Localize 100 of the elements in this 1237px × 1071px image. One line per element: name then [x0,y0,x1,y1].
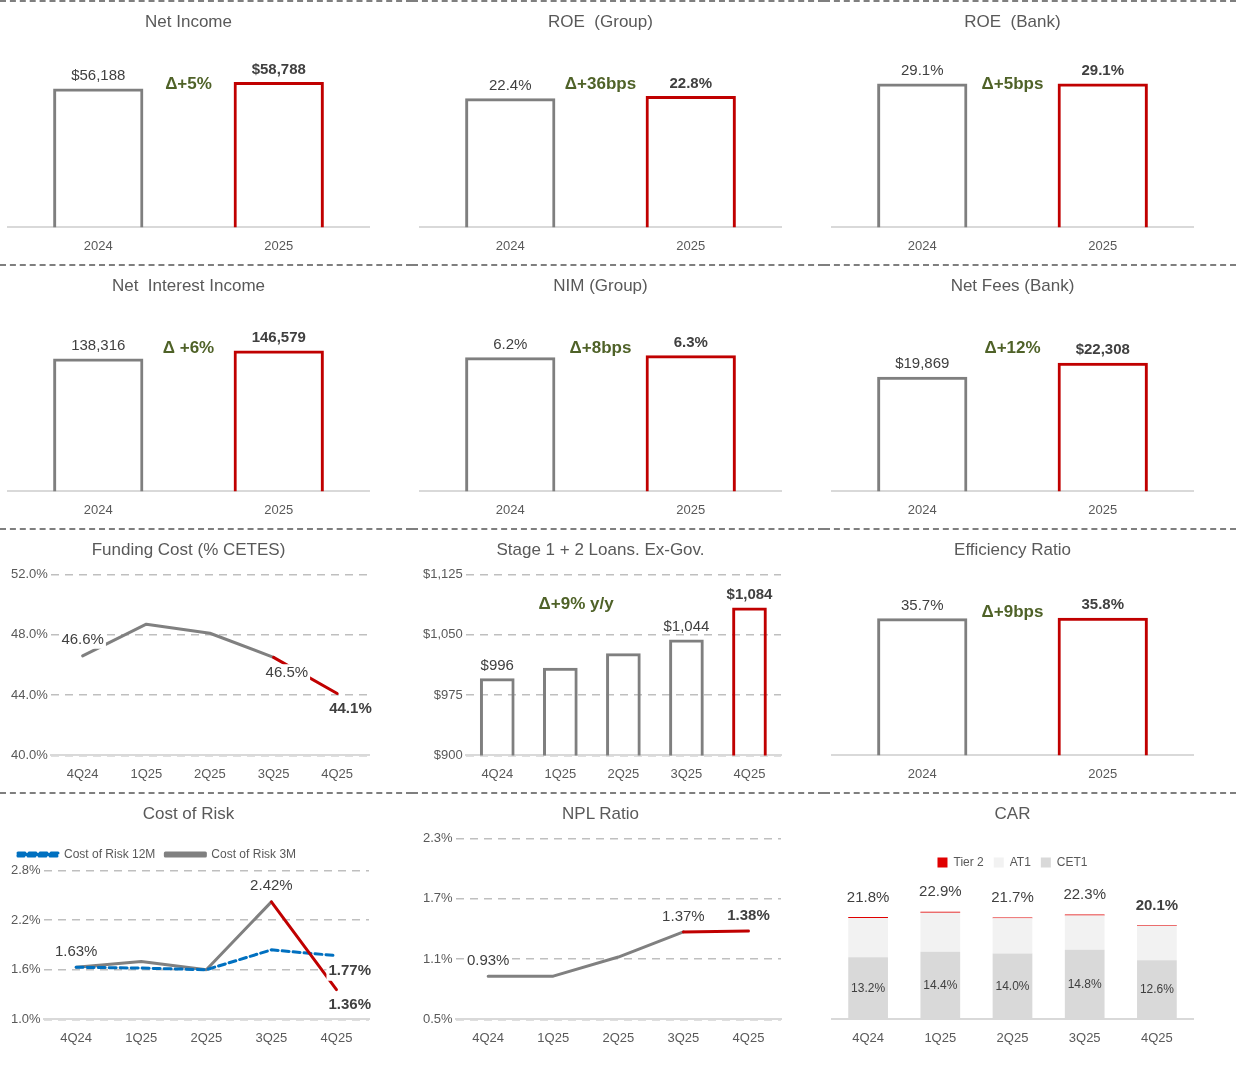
y-tick-label: $1,125 [423,565,463,581]
x-tick-label: 2024 [83,237,113,253]
data-label: 12.6% [1139,982,1175,997]
data-label: 46.5% [265,663,309,680]
x-tick-label: 2Q25 [190,1029,223,1045]
chart-title: Net Fees (Bank) [950,275,1075,295]
chart-title: NPL Ratio [562,803,639,823]
x-tick-label: 2Q25 [996,1029,1029,1045]
data-label: 29.1% [1081,61,1125,79]
legend-label: AT1 [1009,854,1032,869]
bar [848,917,888,958]
data-label: 35.7% [900,595,944,613]
legend-label: Cost of Risk 3M [211,846,297,861]
x-tick-label: 2Q25 [607,765,640,781]
x-tick-label: 1Q25 [125,1029,158,1045]
data-label: 6.3% [673,332,708,350]
x-tick-label: 2025 [676,501,706,517]
data-label: 22.4% [488,75,532,93]
y-tick-label: 40.0% [10,746,49,762]
data-label: 1.37% [662,906,705,924]
legend-label: Cost of Risk 12M [64,846,156,861]
data-label: 1.38% [727,905,770,923]
x-tick-label: 4Q24 [60,1029,93,1045]
data-label: $22,308 [1075,340,1130,358]
data-label: 22.8% [669,73,713,91]
x-tick-label: 2025 [1088,765,1118,781]
y-tick-label: 2.2% [10,911,42,927]
chart-title: NIM (Group) [553,275,648,295]
x-tick-label: 4Q25 [732,1029,765,1045]
data-label: $56,188 [71,66,126,84]
data-label: $19,869 [895,354,950,372]
y-tick-label: $975 [433,686,463,702]
x-tick-label: 4Q25 [320,1029,353,1045]
data-label: 6.2% [493,334,528,352]
x-tick-label: 1Q25 [544,765,577,781]
y-tick-label: 0.5% [422,1010,454,1026]
bar [1064,915,1105,950]
chart-title: Net Income [145,11,232,31]
x-tick-label: 3Q25 [1068,1029,1101,1045]
bar [920,912,961,952]
data-label: 146,579 [251,328,306,346]
data-label: 1.36% [328,995,371,1013]
text: Δ+12% [984,338,1041,358]
x-tick-label: 1Q25 [130,765,163,781]
x-tick-label: 3Q25 [670,765,703,781]
data-label: 138,316 [71,336,126,354]
x-tick-label: 2025 [1088,237,1118,253]
y-tick-label: 1.7% [422,890,454,906]
text: Δ+36bps [564,74,637,94]
data-label: 2.42% [250,876,293,894]
x-tick-label: 4Q24 [481,765,514,781]
data-label: 14.0% [995,978,1030,993]
data-label: $1,044 [663,617,710,635]
data-label: 0.93% [466,950,510,968]
x-tick-label: 2024 [83,501,113,517]
y-tick-label: 1.0% [10,1010,42,1026]
data-label: 35.8% [1081,595,1125,613]
x-tick-label: 1Q25 [924,1029,957,1045]
y-tick-label: 1.1% [422,950,454,966]
data-label: 13.2% [851,980,886,995]
annotation: Δ +6% [162,338,215,358]
x-tick-label: 1Q25 [537,1029,570,1045]
data-label: $58,788 [251,59,306,77]
y-tick-label: 1.6% [10,961,42,977]
x-tick-label: 2024 [907,237,937,253]
x-tick-label: 4Q24 [472,1029,505,1045]
x-tick-label: 3Q25 [257,765,290,781]
annotation: Δ+5bps [981,74,1044,94]
chart-title: ROE (Group) [548,11,653,31]
x-tick-label: 2Q25 [602,1029,635,1045]
x-tick-label: 4Q25 [1140,1029,1173,1045]
annotation: Δ+8bps [569,338,632,358]
total-label: 20.1% [1135,895,1179,913]
x-tick-label: 4Q25 [733,765,766,781]
annotation: Δ+5% [165,74,212,94]
legend-label: Tier 2 [953,854,985,869]
x-tick-label: 2Q25 [194,765,226,781]
y-tick-label: 44.0% [10,686,49,702]
y-tick-label: 48.0% [10,626,49,642]
y-tick-label: $900 [433,746,463,762]
data-label: $1,084 [726,585,774,603]
y-tick-label: $1,050 [423,626,463,642]
bar [992,918,1033,954]
x-tick-label: 2024 [495,501,525,517]
data-label: 29.1% [900,61,944,79]
x-tick-label: 2025 [1088,501,1118,517]
x-tick-label: 2025 [264,501,294,517]
annotation: Δ+9bps [981,602,1044,622]
chart-title: CAR [994,803,1031,823]
total-label: 21.8% [846,887,890,905]
y-tick-label: 2.3% [422,829,454,845]
bar [1137,925,1177,961]
annotation: Δ+9% y/y [538,594,615,614]
total-label: 22.9% [919,882,962,900]
data-label: 14.4% [923,977,958,992]
x-tick-label: 2024 [495,237,525,253]
data-label: $996 [480,655,514,673]
chart-title: Stage 1 + 2 Loans. Ex-Gov. [496,539,705,559]
x-tick-label: 3Q25 [255,1029,288,1045]
data-label: 46.6% [61,630,104,648]
